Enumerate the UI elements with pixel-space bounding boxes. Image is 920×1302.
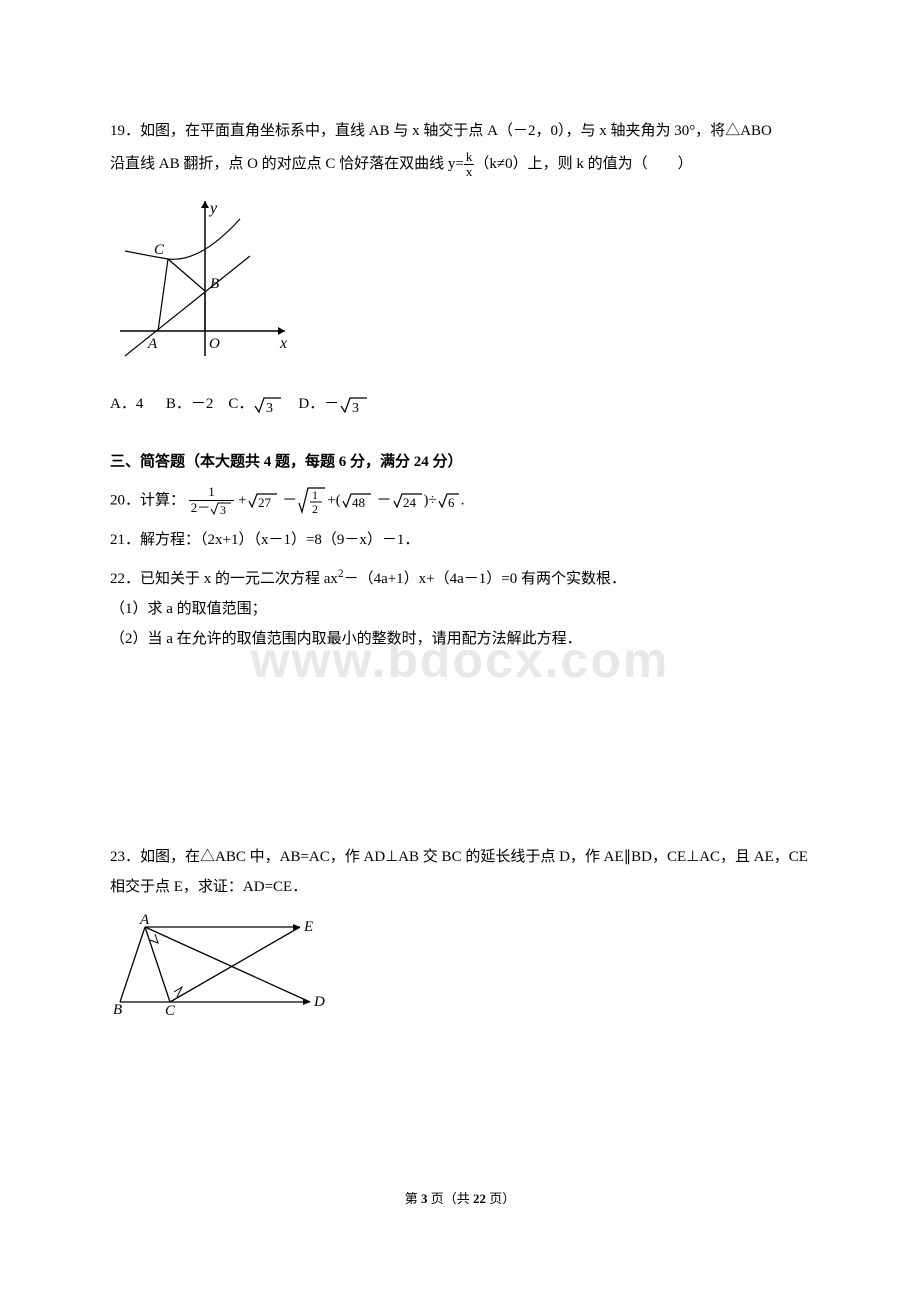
- x-label: x: [279, 335, 287, 352]
- sqrt3-den: 3: [210, 501, 232, 517]
- footer-suffix: 页）: [486, 1191, 515, 1206]
- sqrt24: 24: [392, 491, 424, 511]
- q20-minus2: －: [377, 492, 392, 508]
- E-label2: E: [303, 919, 313, 935]
- line-ab: [125, 256, 250, 356]
- sqrt24-val: 24: [403, 495, 417, 510]
- q22-text2: －（4a+1）x+（4a－1）=0 有两个实数根．: [344, 571, 626, 587]
- sqrt27-val: 27: [258, 495, 272, 510]
- q19-frac-num: k: [464, 150, 475, 165]
- opt-d-prefix: D．－: [298, 396, 339, 412]
- q20-minus1: －: [282, 492, 297, 508]
- question-23: 23．如图，在△ABC 中，AB=AC，作 AD⊥AB 交 BC 的延长线于点 …: [110, 842, 810, 1028]
- C-label2: C: [165, 1003, 176, 1017]
- q21-text: 解方程：（2x+1）（x－1）=8（9－x）－1．: [140, 532, 419, 548]
- q20-prefix: 计算：: [140, 492, 185, 508]
- opt-a: A．4: [110, 396, 143, 412]
- B-label: B: [210, 276, 219, 292]
- section3-header: 三、简答题（本大题共 4 题，每题 6 分，满分 24 分）: [110, 447, 810, 477]
- q19-text2a: 沿直线 AB 翻折，点 O 的对应点 C 恰好落在双曲线 y=: [110, 156, 464, 172]
- O-label: O: [209, 336, 220, 352]
- sqrt3-c: 3: [253, 394, 283, 416]
- line-ce: [170, 927, 300, 1002]
- seg-cb: [168, 259, 205, 291]
- q23-number: 23．: [110, 849, 140, 865]
- q19-text2b: （k≠0）上，则 k 的值为（ ）: [474, 156, 692, 172]
- footer-total: 22: [473, 1191, 486, 1206]
- q23-text1: 如图，在△ABC 中，AB=AC，作 AD⊥AB 交 BC 的延长线于点 D，作…: [140, 849, 808, 865]
- seg-ac: [158, 259, 168, 331]
- q20-close: )÷: [424, 492, 437, 508]
- opt-c-prefix: C．: [228, 396, 253, 412]
- q20-end: .: [461, 492, 465, 508]
- question-20: 20．计算： 1 2－3 +27 －12+(48 －24)÷6.: [110, 485, 810, 517]
- sqrt48-val: 48: [352, 495, 365, 510]
- q20-plus2: +(: [327, 492, 340, 508]
- question-19: 19．如图，在平面直角坐标系中，直线 AB 与 x 轴交于点 A（－2，0），与…: [110, 115, 810, 419]
- q19-line1: 19．如图，在平面直角坐标系中，直线 AB 与 x 轴交于点 A（－2，0），与…: [110, 115, 810, 148]
- A-label2: A: [139, 912, 150, 928]
- q22-number: 22．: [110, 571, 140, 587]
- footer-middle: 页（共: [427, 1191, 473, 1206]
- line-ba: [120, 927, 145, 1002]
- line-ac: [145, 927, 170, 1002]
- q22-sub1: （1）求 a 的取值范围；: [110, 594, 810, 624]
- y-arrow: [201, 201, 209, 208]
- q19-text1: 如图，在平面直角坐标系中，直线 AB 与 x 轴交于点 A（－2，0），与 x …: [140, 123, 772, 139]
- q20-number: 20．: [110, 492, 140, 508]
- page-footer: 第 3 页（共 22 页）: [0, 1186, 920, 1212]
- sqrt6-val: 6: [448, 495, 455, 510]
- q21-number: 21．: [110, 532, 140, 548]
- question-21: 21．解方程：（2x+1）（x－1）=8（9－x）－1．: [110, 525, 810, 555]
- B-label2: B: [113, 1002, 122, 1017]
- opt-b: B．－2: [166, 396, 214, 412]
- q23-line2: 相交于点 E，求证：AD=CE．: [110, 872, 810, 902]
- sqrt27: 27: [247, 491, 279, 511]
- q22-text: 已知关于 x 的一元二次方程 ax: [140, 571, 338, 587]
- q20-frac1-den-a: 2－: [191, 500, 211, 515]
- spacer: [110, 662, 810, 842]
- right-angle-a: [150, 934, 158, 943]
- sqrt6: 6: [437, 491, 461, 511]
- sqrt3-c-val: 3: [266, 401, 273, 416]
- q22-main: 22．已知关于 x 的一元二次方程 ax2－（4a+1）x+（4a－1）=0 有…: [110, 563, 810, 594]
- footer-prefix: 第: [405, 1191, 421, 1206]
- q22-sub2: （2）当 a 在允许的取值范围内取最小的整数时，请用配方法解此方程．: [110, 624, 810, 654]
- sqrt-half: 12: [297, 485, 327, 517]
- question-22: 22．已知关于 x 的一元二次方程 ax2－（4a+1）x+（4a－1）=0 有…: [110, 563, 810, 654]
- q23-figure: A B C D E: [110, 912, 810, 1028]
- q19-fraction: kx: [464, 150, 475, 180]
- q19-frac-den: x: [464, 165, 475, 179]
- q20-frac1-num: 1: [189, 485, 235, 500]
- sqrt3-d-val: 3: [352, 401, 359, 416]
- D-label2: D: [313, 994, 325, 1010]
- sqrt3-d: 3: [339, 394, 369, 416]
- y-label: y: [208, 200, 218, 217]
- q19-options: A．4 B．－2 C． 3 D．－ 3: [110, 389, 810, 419]
- q19-line2: 沿直线 AB 翻折，点 O 的对应点 C 恰好落在双曲线 y=kx（k≠0）上，…: [110, 148, 810, 181]
- q20-plus1: +: [238, 492, 246, 508]
- line-ad: [145, 927, 310, 1002]
- sqrt3-den-val: 3: [220, 503, 226, 517]
- sqrt-half-num: 1: [312, 488, 318, 502]
- x-arrow: [278, 327, 285, 335]
- A-label: A: [147, 336, 158, 352]
- q19-number: 19．: [110, 123, 140, 139]
- q19-figure: y x O A B C: [110, 191, 810, 377]
- C-label: C: [154, 242, 165, 258]
- q23-svg: A B C D E: [110, 912, 330, 1017]
- hyperbola: [125, 219, 240, 259]
- q23-line1: 23．如图，在△ABC 中，AB=AC，作 AD⊥AB 交 BC 的延长线于点 …: [110, 842, 810, 872]
- q20-frac1: 1 2－ 3: [189, 485, 235, 516]
- q19-svg: y x O A B C: [110, 191, 300, 366]
- sqrt-half-den: 2: [312, 502, 318, 516]
- sqrt48: 48: [341, 491, 373, 511]
- q20-frac1-den: 2－ 3: [189, 501, 235, 517]
